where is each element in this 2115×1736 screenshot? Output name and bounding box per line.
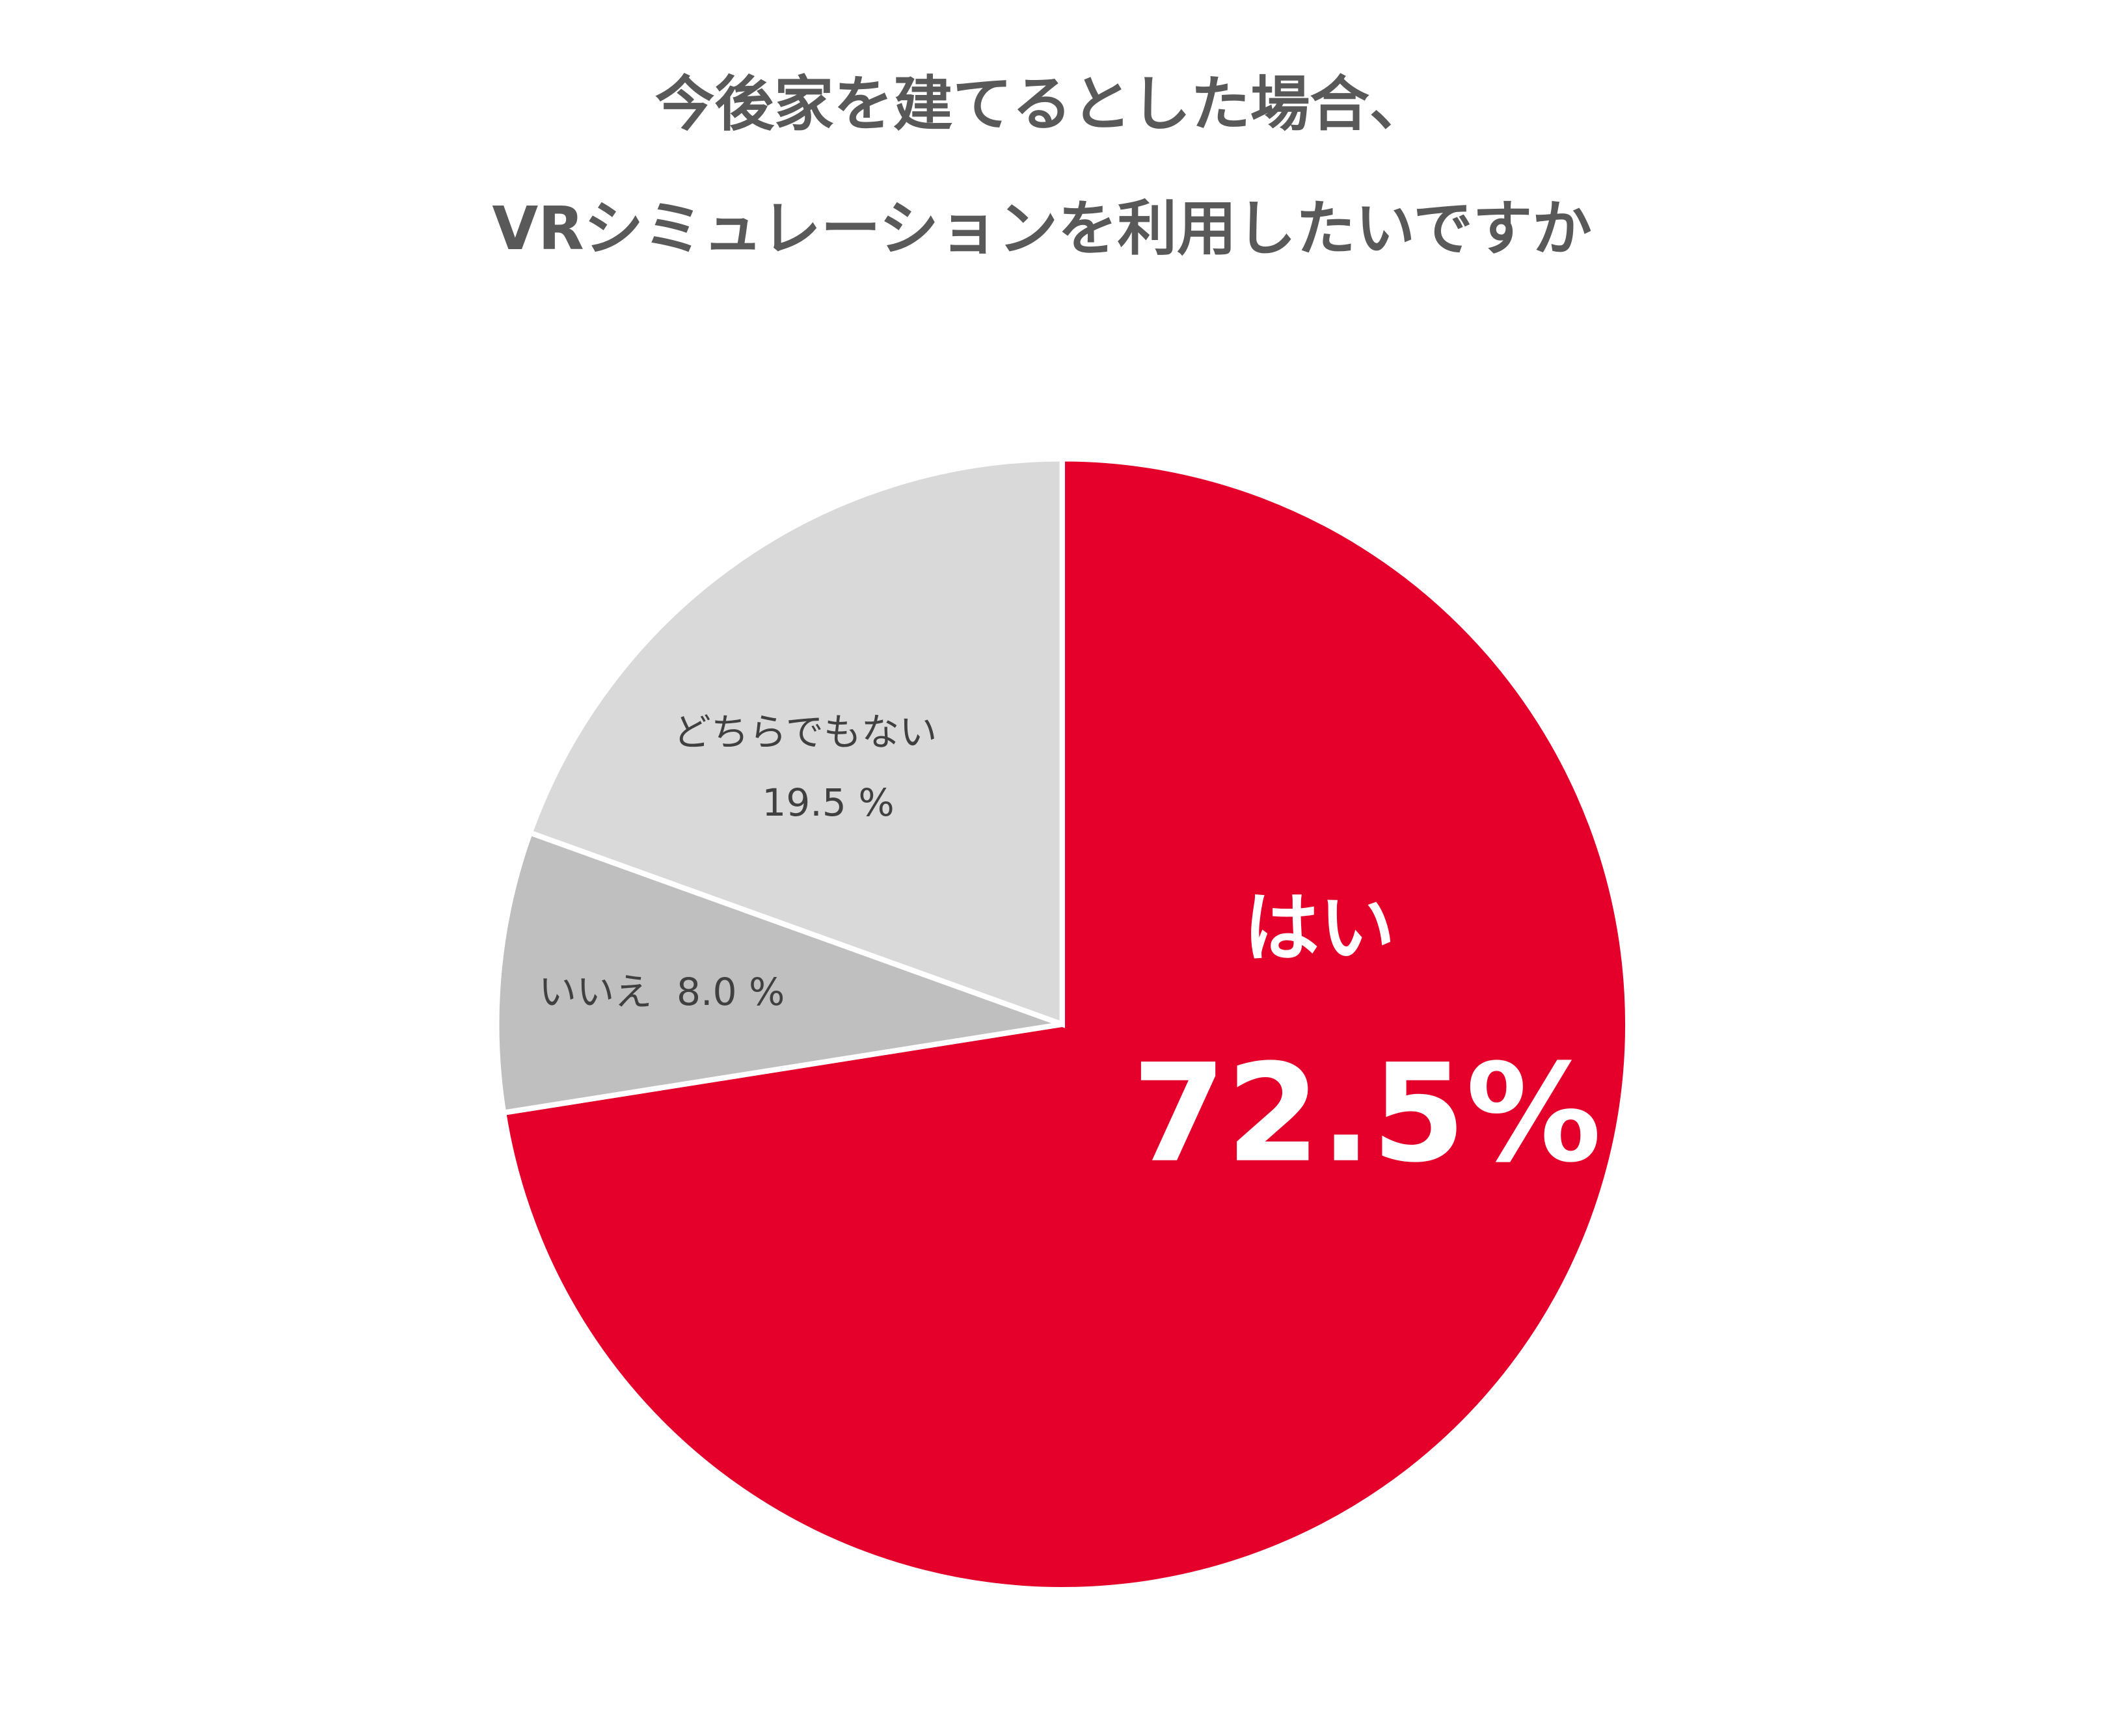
pie-slice bbox=[526, 456, 1065, 1028]
chart-title: VRシミュレーションを利用したいですか bbox=[492, 194, 1591, 263]
chart-title: 今後家を建てるとした場合、 bbox=[655, 69, 1429, 139]
slice-label: はい bbox=[1244, 885, 1395, 972]
pie-slice bbox=[494, 829, 1064, 1116]
slice-label: いいえ bbox=[539, 970, 653, 1014]
pie-slice bbox=[500, 456, 1631, 1593]
value-label: 19.5 % bbox=[762, 781, 894, 825]
value-label: 8.0 % bbox=[677, 970, 785, 1014]
value-label: 72.5% bbox=[1132, 1035, 1602, 1193]
slice-label: どちらでもない bbox=[673, 710, 937, 754]
